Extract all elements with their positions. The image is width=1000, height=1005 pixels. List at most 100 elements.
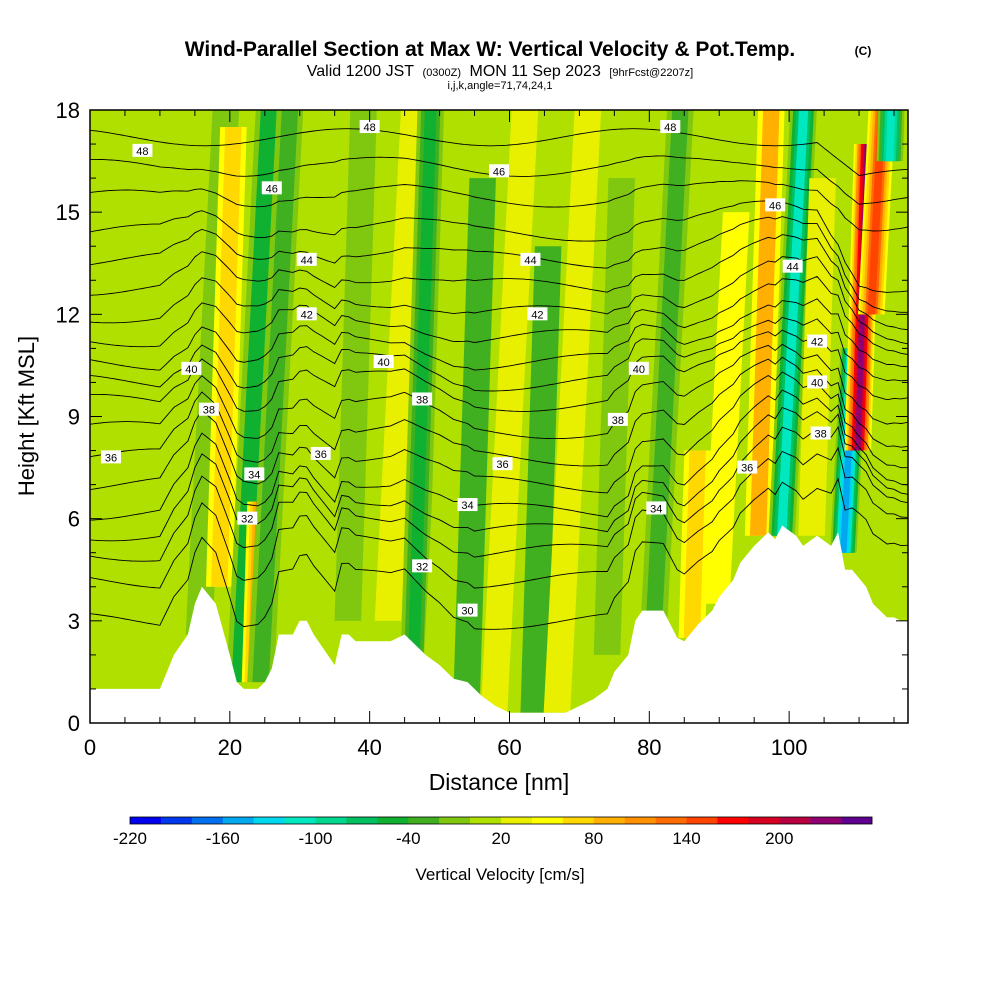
theta-contour-line	[90, 426, 908, 562]
colorbar-tick-label: 80	[584, 829, 603, 848]
contour-label: 36	[100, 450, 121, 464]
colorbar-swatch	[562, 817, 595, 824]
velocity-band	[231, 110, 278, 683]
colorbar-swatch	[222, 817, 254, 824]
contour-label-text: 48	[136, 146, 148, 158]
theta-contour-line	[90, 216, 908, 313]
contour-label-bg	[520, 252, 541, 266]
theta-contour-line	[90, 298, 908, 371]
contour-label-text: 32	[241, 514, 253, 526]
contour-label: 44	[520, 252, 541, 267]
contour-label-bg	[457, 498, 478, 512]
x-tick-label: 60	[497, 735, 521, 760]
contour-label-text: 42	[531, 309, 543, 321]
theta-contour-line	[90, 128, 908, 176]
contour-label-bg	[412, 559, 433, 573]
contour-label-text: 36	[105, 452, 117, 464]
theta-contour-line	[90, 356, 908, 467]
contour-label-bg	[765, 198, 786, 212]
y-tick-label: 9	[68, 405, 80, 430]
theta-contour-line	[90, 406, 908, 542]
contour-label: 30	[457, 603, 478, 618]
contour-label-text: 36	[741, 463, 753, 475]
contour-label: 42	[296, 307, 317, 321]
velocity-band	[777, 110, 809, 536]
velocity-column	[453, 178, 496, 706]
theta-contour-line	[90, 329, 908, 412]
velocity-band	[702, 212, 750, 604]
contour-label: 48	[132, 143, 153, 158]
velocity-column	[798, 178, 836, 536]
colorbar-swatch	[284, 817, 316, 824]
contour-label-text: 40	[185, 364, 197, 376]
contour-label-bg	[810, 426, 831, 440]
contour-label-text: 32	[416, 561, 428, 573]
contour-label: 38	[810, 426, 831, 441]
colorbar-tick-label: 200	[765, 829, 793, 848]
contour-label: 38	[607, 412, 628, 427]
y-axis-label: Height [Kft MSL]	[14, 336, 39, 496]
chart-title: Wind-Parallel Section at Max W: Vertical…	[185, 38, 796, 61]
contour-label-bg	[296, 252, 317, 266]
contour-label-text: 40	[633, 364, 645, 376]
contour-label-bg	[489, 164, 509, 178]
colorbar-swatch	[810, 817, 842, 824]
contour-label-bg	[198, 402, 219, 416]
velocity-column	[858, 110, 896, 315]
velocity-column	[702, 212, 750, 604]
velocity-band	[252, 110, 299, 683]
velocity-band	[798, 178, 836, 536]
contour-label-text: 40	[811, 377, 823, 389]
contour-label-text: 34	[248, 469, 260, 481]
contour-label-text: 48	[664, 122, 676, 134]
contour-label-text: 38	[814, 429, 826, 441]
colorbar-swatch	[130, 817, 162, 824]
contour-label: 44	[296, 252, 317, 267]
colorbar-swatch	[624, 817, 656, 824]
contour-label-bg	[132, 143, 153, 157]
velocity-band	[421, 246, 472, 706]
contour-label-text: 34	[650, 503, 662, 515]
velocity-column	[876, 110, 905, 162]
contour-label-bg	[359, 120, 380, 134]
valid-time-line: Valid 1200 JST (0300Z) MON 11 Sep 2023 […	[307, 63, 694, 80]
colorbar-swatch	[655, 817, 687, 824]
contour-label-text: 42	[301, 309, 313, 321]
contour-label-bg	[782, 259, 803, 273]
colorbar-swatch	[717, 817, 749, 824]
contour-label: 40	[373, 355, 394, 369]
valid-prefix: Valid 1200 JST	[307, 63, 415, 80]
contour-label: 34	[244, 467, 265, 481]
colorbar-swatch	[160, 817, 193, 824]
contour-label: 36	[310, 446, 331, 461]
contour-label-bg	[807, 375, 828, 389]
colorbar-swatch	[841, 817, 873, 824]
velocity-column	[421, 246, 472, 706]
contour-label-text: 34	[461, 500, 473, 512]
contour-label: 48	[660, 120, 681, 134]
x-tick-label: 80	[637, 735, 661, 760]
valid-utc: (0300Z)	[423, 67, 462, 79]
contour-label-text: 36	[496, 459, 508, 471]
contour-label-text: 46	[769, 200, 781, 212]
colorbar-swatch	[439, 817, 471, 824]
contour-label: 48	[359, 120, 380, 134]
velocity-band	[453, 178, 496, 706]
contour-label-bg	[310, 446, 331, 460]
contour-label-bg	[261, 181, 282, 195]
contour-label: 34	[457, 498, 478, 512]
contour-label: 46	[765, 198, 786, 212]
colorbar-swatch	[501, 817, 533, 824]
contour-label-text: 40	[378, 357, 390, 369]
valid-date: MON 11 Sep 2023	[470, 63, 601, 80]
contour-label-bg	[373, 355, 394, 369]
contour-label-text: 48	[364, 122, 376, 134]
velocity-band	[885, 110, 896, 162]
contour-label-bg	[527, 307, 548, 321]
contour-label-text: 42	[811, 337, 823, 349]
contour-label: 32	[412, 559, 433, 573]
contour-label-text: 38	[203, 405, 215, 417]
x-axis-label: Distance [nm]	[429, 769, 570, 795]
